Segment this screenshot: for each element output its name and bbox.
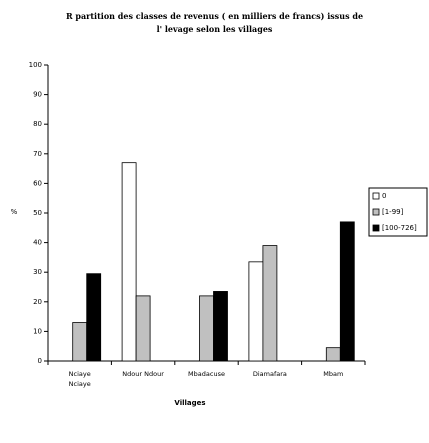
y-tick-label: 40 (33, 239, 42, 247)
bar (213, 291, 228, 362)
bar (86, 273, 102, 362)
legend-label: [100-726] (382, 224, 417, 232)
bar (199, 295, 214, 362)
y-tick-label: 80 (33, 120, 42, 128)
y-tick-label: 50 (33, 209, 42, 217)
x-tick-label: Nciaye Nciaye (68, 370, 91, 388)
y-axis-label: % (11, 208, 18, 216)
legend-label: [1-99] (382, 208, 404, 216)
bar (339, 221, 355, 362)
y-tick-label: 20 (33, 298, 42, 306)
y-tick-label: 100 (29, 61, 42, 69)
bar (248, 261, 264, 362)
bar (121, 162, 137, 362)
x-tick-label: Mbam (323, 370, 344, 378)
y-tick-label: 70 (33, 150, 42, 158)
y-tick-label: 30 (33, 268, 42, 276)
x-tick-label: Ndour Ndour (122, 370, 164, 378)
legend-swatch (372, 192, 380, 200)
legend-swatch (372, 208, 380, 216)
y-tick-label: 60 (33, 179, 42, 187)
bar (262, 245, 278, 362)
chart-title: R partition des classes de revenus ( en … (65, 11, 364, 34)
legend-swatch (372, 224, 380, 232)
bar (72, 322, 88, 362)
y-tick-label: 10 (33, 327, 42, 335)
x-tick-label: Mbadacuse (188, 370, 225, 378)
legend-label: 0 (382, 192, 386, 200)
bar (135, 295, 151, 362)
y-tick-label: 0 (38, 357, 42, 365)
bar (325, 347, 341, 362)
x-axis-label: Villages (174, 399, 205, 407)
y-tick-label: 90 (33, 91, 42, 99)
x-tick-label: Diamafara (252, 370, 287, 378)
